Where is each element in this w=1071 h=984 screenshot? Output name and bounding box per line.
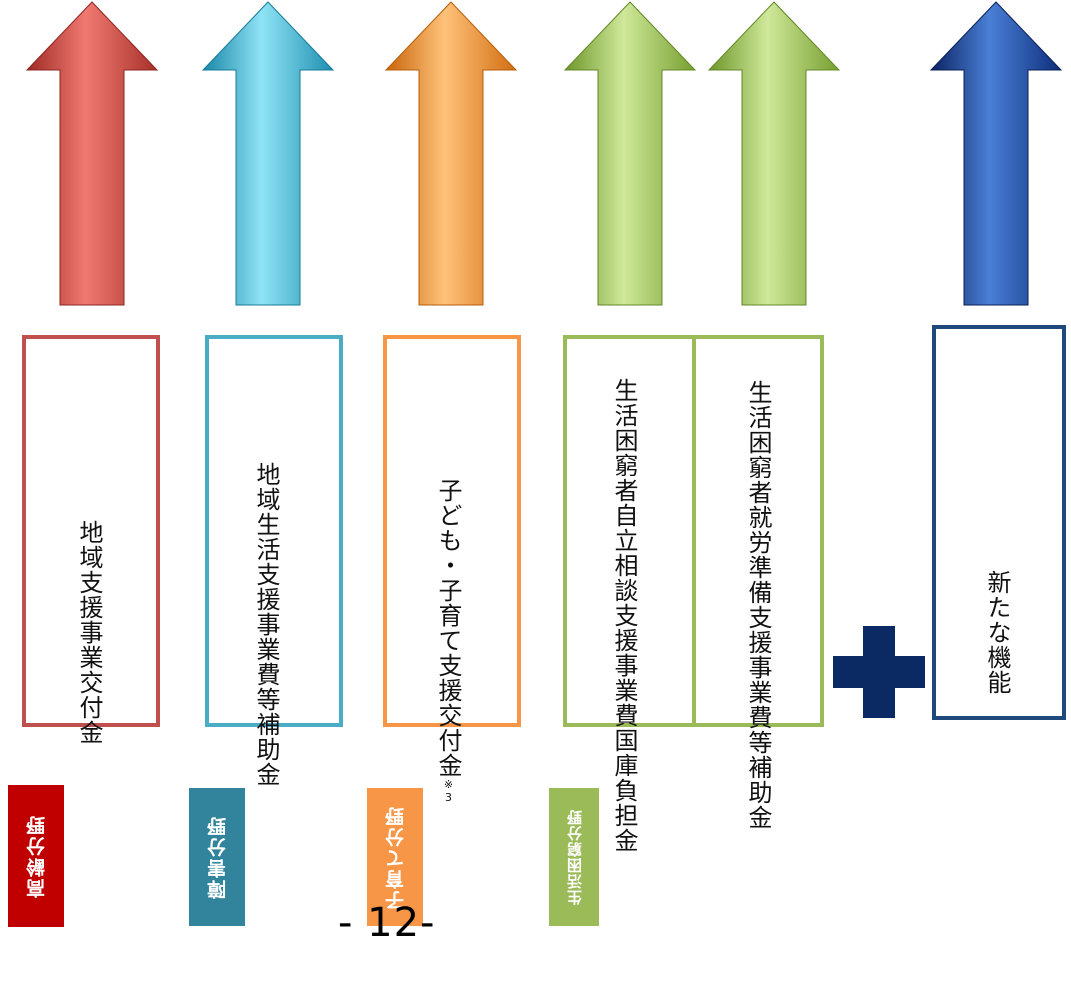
childcare-box: [383, 335, 521, 727]
arrow-orange: [384, 1, 518, 306]
arrow-green-2: [707, 1, 841, 306]
disability-category-tag: 障害分野: [189, 788, 245, 926]
new-function-text: 新たな機能: [983, 570, 1011, 695]
disability-category-label: 障害分野: [206, 815, 229, 899]
elderly-category-tag: 高齢分野: [8, 785, 64, 927]
poverty-subsidy-2-text: 生活困窮者就労準備支援事業費等補助金: [744, 380, 772, 830]
childcare-subsidy-text: 子ども・子育て支援交付金※3: [434, 478, 462, 804]
plus-icon: [833, 626, 925, 718]
poverty-category-label: 生活困窮分野: [565, 809, 584, 905]
poverty-divider: [692, 335, 696, 727]
elderly-box: [22, 335, 160, 727]
page-number: - 12-: [338, 900, 436, 946]
childcare-category-tag: 子育て分野: [367, 788, 423, 926]
disability-subsidy-text: 地域生活支援事業費等補助金: [252, 462, 280, 787]
elderly-subsidy-text: 地域支援事業交付金: [75, 520, 103, 745]
new-function-box: [932, 325, 1066, 720]
poverty-category-tag: 生活困窮分野: [549, 788, 599, 926]
disability-box: [205, 335, 343, 727]
arrow-green-1: [563, 1, 697, 306]
arrow-navy: [929, 1, 1063, 306]
poverty-subsidy-1-text: 生活困窮者自立相談支援事業費国庫負担金: [610, 378, 638, 853]
childcare-category-label: 子育て分野: [384, 804, 407, 910]
arrow-cyan: [201, 1, 335, 306]
elderly-category-label: 高齢分野: [25, 814, 48, 898]
childcare-note: ※3: [442, 778, 455, 804]
arrow-red: [25, 1, 159, 306]
childcare-subsidy-label: 子ども・子育て支援交付金: [434, 478, 462, 778]
